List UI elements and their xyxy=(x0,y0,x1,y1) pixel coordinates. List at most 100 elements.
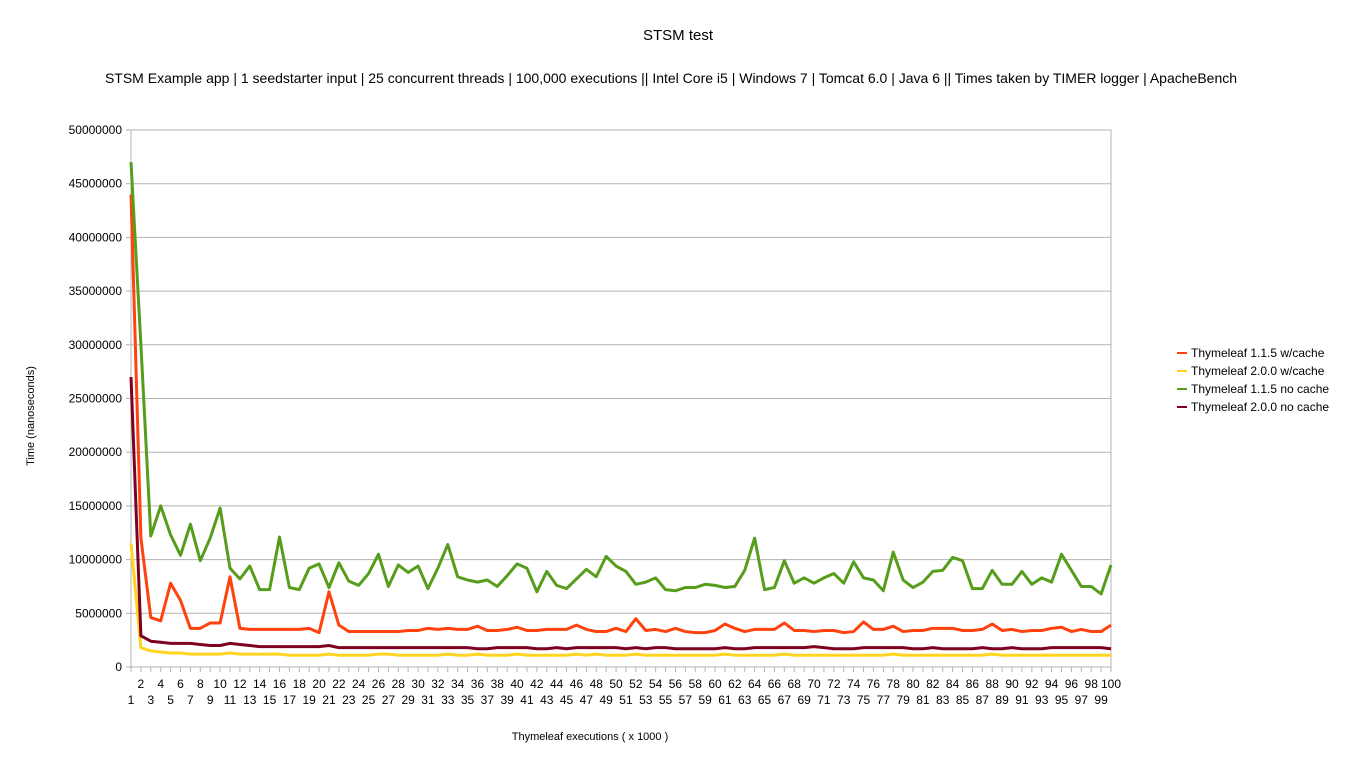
x-tick-label: 9 xyxy=(207,693,214,707)
x-tick-label: 67 xyxy=(778,693,792,707)
x-tick-label: 59 xyxy=(698,693,712,707)
x-tick-label: 29 xyxy=(401,693,415,707)
x-tick-label: 88 xyxy=(986,677,1000,691)
x-tick-label: 72 xyxy=(827,677,841,691)
x-tick-label: 27 xyxy=(382,693,396,707)
x-tick-label: 64 xyxy=(748,677,762,691)
x-tick-label: 44 xyxy=(550,677,564,691)
x-tick-label: 74 xyxy=(847,677,861,691)
x-tick-label: 55 xyxy=(659,693,673,707)
x-tick-label: 65 xyxy=(758,693,772,707)
x-tick-label: 71 xyxy=(817,693,831,707)
x-tick-label: 78 xyxy=(887,677,901,691)
x-tick-label: 20 xyxy=(312,677,326,691)
series-line-2 xyxy=(129,543,1111,657)
x-tick-label: 85 xyxy=(956,693,970,707)
x-tick-label: 12 xyxy=(233,677,247,691)
x-tick-label: 94 xyxy=(1045,677,1059,691)
x-tick-label: 28 xyxy=(392,677,406,691)
x-tick-label: 40 xyxy=(510,677,524,691)
x-tick-label: 35 xyxy=(461,693,475,707)
x-tick-label: 70 xyxy=(807,677,821,691)
x-tick-label: 48 xyxy=(590,677,604,691)
x-tick-label: 58 xyxy=(689,677,703,691)
y-axis-ticks: 0 5000000 10000000 15000000 20000000 25000000… xyxy=(69,123,131,674)
x-tick-label: 86 xyxy=(966,677,980,691)
x-tick-label: 21 xyxy=(322,693,336,707)
x-tick-label: 92 xyxy=(1025,677,1039,691)
x-tick-label: 75 xyxy=(857,693,871,707)
x-tick-label: 73 xyxy=(837,693,851,707)
x-tick-label: 13 xyxy=(243,693,257,707)
x-tick-label: 46 xyxy=(570,677,584,691)
y-tick-label: 25000000 xyxy=(69,392,123,406)
x-tick-label: 8 xyxy=(197,677,204,691)
x-tick-label: 47 xyxy=(580,693,594,707)
x-tick-label: 84 xyxy=(946,677,960,691)
x-tick-label: 41 xyxy=(520,693,534,707)
x-tick-label: 52 xyxy=(629,677,643,691)
x-tick-label: 76 xyxy=(867,677,881,691)
x-axis-title: Thymeleaf executions ( x 1000 ) xyxy=(512,731,669,743)
legend-label: Thymeleaf 1.1.5 w/cache xyxy=(1191,346,1325,360)
x-tick-label: 43 xyxy=(540,693,554,707)
series-lines xyxy=(129,162,1113,657)
x-tick-label: 23 xyxy=(342,693,356,707)
x-tick-label: 18 xyxy=(293,677,307,691)
x-tick-label: 14 xyxy=(253,677,267,691)
x-tick-label: 63 xyxy=(738,693,752,707)
x-tick-label: 81 xyxy=(916,693,930,707)
y-tick-label: 5000000 xyxy=(75,606,122,620)
x-tick-label: 38 xyxy=(491,677,505,691)
y-tick-label: 50000000 xyxy=(69,123,123,137)
x-tick-label: 89 xyxy=(995,693,1009,707)
x-tick-label: 42 xyxy=(530,677,544,691)
x-tick-label: 16 xyxy=(273,677,287,691)
x-tick-label: 62 xyxy=(728,677,742,691)
x-tick-label: 26 xyxy=(372,677,386,691)
x-tick-label: 54 xyxy=(649,677,663,691)
x-tick-label: 53 xyxy=(639,693,653,707)
y-tick-label: 10000000 xyxy=(69,553,123,567)
x-tick-label: 99 xyxy=(1094,693,1108,707)
x-tick-label: 37 xyxy=(481,693,495,707)
chart-title: STSM test xyxy=(643,27,714,44)
series-line-4 xyxy=(129,376,1112,651)
x-tick-label: 36 xyxy=(471,677,485,691)
x-tick-label: 30 xyxy=(411,677,425,691)
x-tick-label: 5 xyxy=(167,693,174,707)
x-tick-label: 91 xyxy=(1015,693,1029,707)
gridlines xyxy=(131,183,1111,614)
x-tick-label: 95 xyxy=(1055,693,1069,707)
x-tick-label: 45 xyxy=(560,693,574,707)
x-tick-label: 49 xyxy=(599,693,613,707)
legend: Thymeleaf 1.1.5 w/cache Thymeleaf 2.0.0 w… xyxy=(1177,346,1329,414)
series-line-1 xyxy=(129,194,1112,635)
x-tick-label: 7 xyxy=(187,693,194,707)
x-tick-label: 100 xyxy=(1101,677,1121,691)
y-tick-label: 15000000 xyxy=(69,499,123,513)
x-tick-label: 77 xyxy=(877,693,891,707)
x-tick-label: 19 xyxy=(303,693,317,707)
x-tick-label: 2 xyxy=(138,677,145,691)
x-tick-label: 33 xyxy=(441,693,455,707)
x-tick-label: 56 xyxy=(669,677,683,691)
x-tick-label: 93 xyxy=(1035,693,1049,707)
x-tick-label: 34 xyxy=(451,677,465,691)
chart-subtitle: STSM Example app | 1 seedstarter input |… xyxy=(105,70,1237,86)
x-tick-label: 50 xyxy=(609,677,623,691)
legend-label: Thymeleaf 2.0.0 w/cache xyxy=(1191,364,1325,378)
x-tick-label: 10 xyxy=(213,677,227,691)
x-tick-label: 57 xyxy=(679,693,693,707)
x-axis-ticks: 1234567891011121314151617181920212223242… xyxy=(128,667,1121,707)
y-tick-label: 30000000 xyxy=(69,338,123,352)
y-tick-label: 0 xyxy=(115,660,122,674)
legend-label: Thymeleaf 1.1.5 no cache xyxy=(1191,382,1329,396)
legend-label: Thymeleaf 2.0.0 no cache xyxy=(1191,400,1329,414)
x-tick-label: 51 xyxy=(619,693,633,707)
x-tick-label: 31 xyxy=(421,693,435,707)
x-tick-label: 15 xyxy=(263,693,277,707)
x-tick-label: 60 xyxy=(708,677,722,691)
x-tick-label: 80 xyxy=(906,677,920,691)
